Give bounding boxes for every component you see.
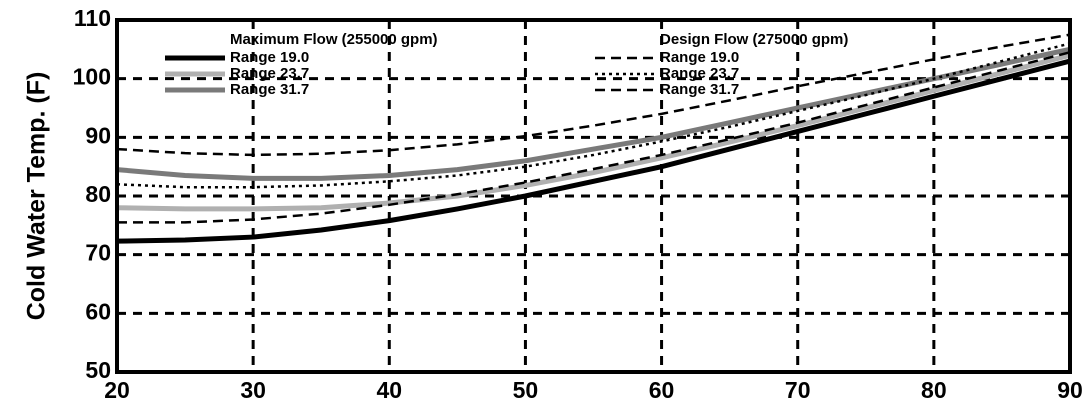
legend-label: Range 19.0 <box>660 49 739 66</box>
y-tick-label: 60 <box>85 298 111 324</box>
x-tick-label: 90 <box>1057 377 1083 403</box>
x-tick-label: 30 <box>240 377 266 403</box>
y-tick-label: 110 <box>74 5 111 31</box>
line-series <box>116 42 1071 189</box>
x-tick-label: 50 <box>513 377 539 403</box>
line-series <box>116 46 1071 181</box>
y-tick-label: 100 <box>73 64 111 90</box>
legend-label: Range 31.7 <box>660 81 739 98</box>
y-tick-label: 80 <box>85 181 111 207</box>
x-tick-label: 20 <box>104 377 130 403</box>
x-tick-label: 80 <box>921 377 947 403</box>
x-tick-label: 40 <box>376 377 402 403</box>
x-tick-label: 70 <box>785 377 811 403</box>
x-tick-label: 60 <box>649 377 675 403</box>
y-axis-label: Cold Water Temp. (F) <box>23 72 51 321</box>
line-series <box>116 33 1071 157</box>
line-series <box>116 52 1071 212</box>
plot-frame <box>115 18 1072 374</box>
line-series <box>116 58 1071 244</box>
y-tick-label: 50 <box>85 357 111 383</box>
legend-title: Maximum Flow (255000 gpm) <box>230 31 438 48</box>
y-tick-label: 70 <box>85 240 111 266</box>
legend-label: Range 19.0 <box>230 49 309 66</box>
line-series <box>117 51 1071 224</box>
y-tick-label: 90 <box>85 122 111 148</box>
legend-label: Range 31.7 <box>230 81 309 98</box>
legend-title: Design Flow (275000 gpm) <box>660 31 848 48</box>
legend-label: Range 23.7 <box>660 65 739 82</box>
legend-label: Range 23.7 <box>230 65 309 82</box>
